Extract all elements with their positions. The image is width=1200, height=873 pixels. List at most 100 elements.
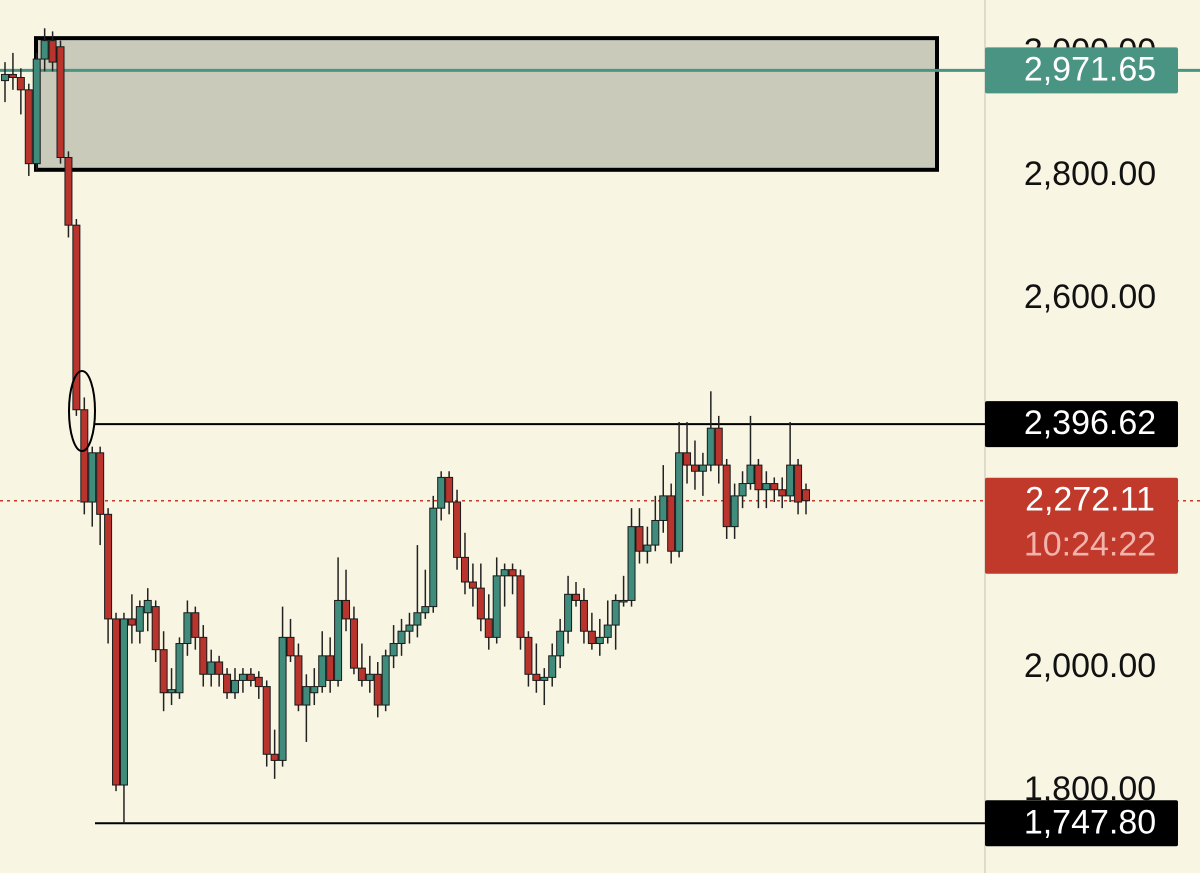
candle-body [762,483,771,491]
price-label-box [985,47,1178,94]
candle-body [794,464,803,503]
candle-body [524,636,533,675]
candle-body [223,673,232,694]
candle-body [643,544,652,552]
candle-body [167,689,176,694]
candle-body [548,655,557,678]
candle-body [754,464,763,491]
candle-body [294,655,303,706]
y-tick-label: 2,800.00 [1024,155,1156,193]
candle-body [500,569,509,577]
candle-body [278,636,287,761]
candle-body [770,483,779,491]
candle-body [579,599,588,632]
candle-body [334,599,343,681]
candle-body [8,73,17,79]
candle-body [516,575,525,638]
candle-body [778,489,787,497]
y-tick-label: 2,600.00 [1024,278,1156,316]
candle-body [619,599,628,603]
candle-body [373,673,382,706]
candle-body [706,427,715,466]
candle-body [468,581,477,589]
candle-body [143,599,152,614]
candle-body [254,676,263,688]
candle-body [1,73,9,82]
candle-body [453,501,462,558]
candle-body [492,575,501,638]
candle-body [698,464,707,472]
candle-body [437,476,446,509]
candle-body [651,519,660,546]
candle-body [104,513,113,620]
candle-body [88,452,97,503]
candle-body [397,630,406,645]
candle-body [405,624,414,632]
candle-body [96,452,105,515]
candle-body [540,676,549,681]
price-label: 2,971.65 [1024,50,1156,88]
candle-body [381,655,390,706]
price-label-box [985,401,1178,448]
candle-body [286,636,295,657]
candle-body [365,673,374,681]
candle-body [159,649,168,694]
candle-body [112,618,121,786]
candle-body [16,77,25,91]
candle-body [786,464,795,497]
price-label-box [985,800,1178,847]
candle-body [199,636,208,675]
candle-body [262,686,271,755]
candle-body [32,58,41,165]
candle-body [683,452,692,466]
price-label: 2,272.11 [1025,481,1155,519]
candle-body [564,593,573,632]
candle-body [722,464,731,528]
y-tick-label: 2,000.00 [1024,647,1156,685]
candle-body [595,636,604,645]
candle-body [357,667,366,681]
candle-body [603,624,612,638]
candle-body [151,606,160,651]
candle-body [175,643,184,694]
candle-body [135,606,144,632]
countdown-label: 10:24:22 [1024,526,1156,564]
candle-body [56,46,65,158]
price-label: 2,396.62 [1024,404,1156,442]
price-label-box [985,477,1178,574]
candle-body [714,427,723,466]
candle-body [611,599,620,626]
price-label: 1,747.80 [1024,803,1156,841]
candle-body [349,618,358,669]
candle-body [389,643,398,657]
zone-box [34,36,939,172]
candle-body [802,489,810,502]
candle-body [318,655,327,688]
candle-body [326,655,335,681]
candle-body [556,630,565,657]
candle-body [476,587,485,620]
candle-body [127,618,136,626]
candle-body [460,556,469,583]
candle-body [445,476,454,503]
candle-body [40,40,49,60]
candle-body [183,612,192,645]
annotation-ellipse [68,370,96,452]
candle-body [413,612,422,626]
candle-body [659,495,668,521]
candle-body [532,673,541,681]
candle-body [421,606,430,614]
candle-body [119,618,128,786]
candle-body [302,686,311,706]
candle-body [342,599,351,620]
candle-body [635,526,644,552]
candle-body [80,409,89,503]
candle-body [429,507,438,608]
candle-body [746,464,755,485]
candle-body [730,495,739,528]
candle-body [310,686,319,694]
candle-body [72,224,81,411]
candle-body [238,673,247,681]
